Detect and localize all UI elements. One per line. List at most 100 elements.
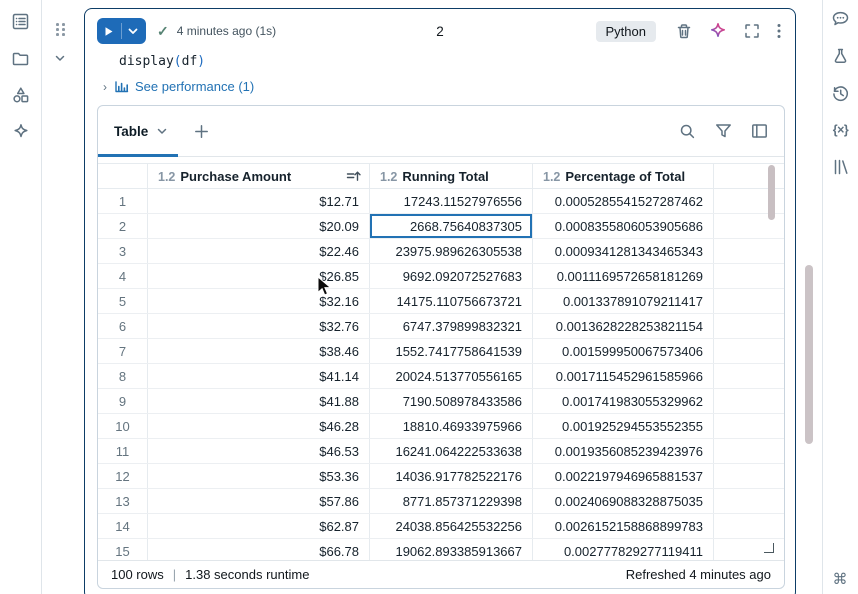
table-cell[interactable]: 17243.11527976556: [370, 189, 533, 213]
variables-icon[interactable]: {×}: [832, 123, 849, 137]
row-number[interactable]: 1: [98, 189, 148, 213]
row-number[interactable]: 8: [98, 364, 148, 388]
table-cell[interactable]: 0.0005285541527287462: [533, 189, 714, 213]
row-number[interactable]: 11: [98, 439, 148, 463]
right-sidebar: {×}: [822, 0, 858, 594]
shapes-icon[interactable]: [11, 85, 31, 105]
expand-performance-chevron-icon[interactable]: ›: [103, 79, 107, 94]
table-cell[interactable]: 19062.893385913667: [370, 539, 533, 562]
table-cell[interactable]: 0.0022197946965881537: [533, 464, 714, 488]
see-performance-link[interactable]: See performance (1): [114, 79, 254, 94]
table-cell[interactable]: 0.0008355806053905686: [533, 214, 714, 238]
add-visualization-button[interactable]: [194, 124, 209, 139]
table-cell[interactable]: $26.85: [148, 264, 370, 288]
table-cell[interactable]: 7190.508978433586: [370, 389, 533, 413]
table-cell[interactable]: 0.0026152158868899783: [533, 514, 714, 538]
table-cell[interactable]: 14036.917782522176: [370, 464, 533, 488]
table-cell[interactable]: 0.001741983055329962: [533, 389, 714, 413]
table-row: 11 $46.53 16241.064222533638 0.001935608523…: [98, 439, 784, 464]
table-cell[interactable]: $46.53: [148, 439, 370, 463]
table-cell[interactable]: 24038.856425532256: [370, 514, 533, 538]
table-cell[interactable]: 2668.75640837305: [370, 214, 533, 238]
table-cell[interactable]: $46.28: [148, 414, 370, 438]
column-header[interactable]: 1.2 Purchase Amount: [148, 164, 370, 188]
collapse-cell-chevron-icon[interactable]: [53, 51, 67, 65]
workspace-icon[interactable]: [11, 11, 31, 31]
library-icon[interactable]: [831, 157, 851, 177]
table-cell[interactable]: 0.0019356085239423976: [533, 439, 714, 463]
language-selector[interactable]: Python: [595, 20, 656, 42]
row-number[interactable]: 9: [98, 389, 148, 413]
tab-table[interactable]: Table: [114, 124, 168, 139]
table-cell[interactable]: $32.16: [148, 289, 370, 313]
resize-handle[interactable]: [764, 543, 774, 553]
table-cell[interactable]: $12.71: [148, 189, 370, 213]
numeric-type-icon: 1.2: [543, 169, 561, 184]
sparkle-icon[interactable]: [11, 122, 31, 142]
table-cell[interactable]: $41.14: [148, 364, 370, 388]
table-cell[interactable]: 0.001337891079211417: [533, 289, 714, 313]
table-cell[interactable]: 16241.064222533638: [370, 439, 533, 463]
table-cell[interactable]: 0.0013628228253821154: [533, 314, 714, 338]
side-panel-icon[interactable]: [751, 123, 768, 139]
table-cell[interactable]: $38.46: [148, 339, 370, 363]
table-cell[interactable]: 0.0017115452961585966: [533, 364, 714, 388]
table-cell[interactable]: 0.0011169572658181269: [533, 264, 714, 288]
delete-cell-icon[interactable]: [676, 23, 692, 40]
table-cell[interactable]: 18810.46933975966: [370, 414, 533, 438]
table-cell[interactable]: 23975.989626305538: [370, 239, 533, 263]
table-cell[interactable]: $66.78: [148, 539, 370, 562]
run-cell-button[interactable]: [97, 18, 146, 44]
table-cell[interactable]: 8771.857371229398: [370, 489, 533, 513]
table-cell[interactable]: 1552.7417758641539: [370, 339, 533, 363]
footer-separator: |: [172, 567, 177, 582]
history-icon[interactable]: [831, 83, 851, 103]
drag-handle-icon[interactable]: [54, 22, 67, 37]
code-editor-line[interactable]: display(df): [119, 54, 205, 69]
command-icon[interactable]: ⌘: [832, 571, 848, 588]
table-cell[interactable]: $62.87: [148, 514, 370, 538]
play-icon[interactable]: [97, 23, 122, 39]
row-number[interactable]: 12: [98, 464, 148, 488]
table-cell[interactable]: 0.001599950067573406: [533, 339, 714, 363]
row-number[interactable]: 15: [98, 539, 148, 562]
table-cell[interactable]: 14175.110756673721: [370, 289, 533, 313]
row-number[interactable]: 14: [98, 514, 148, 538]
row-number[interactable]: 4: [98, 264, 148, 288]
table-cell[interactable]: 0.0009341281343465343: [533, 239, 714, 263]
row-number[interactable]: 7: [98, 339, 148, 363]
row-number[interactable]: 2: [98, 214, 148, 238]
experiments-icon[interactable]: [831, 46, 851, 66]
table-cell[interactable]: 20024.513770556165: [370, 364, 533, 388]
table-cell[interactable]: $22.46: [148, 239, 370, 263]
row-number[interactable]: 3: [98, 239, 148, 263]
column-header[interactable]: 1.2 Percentage of Total: [533, 164, 714, 188]
table-scrollbar[interactable]: [768, 165, 775, 220]
comments-icon[interactable]: [831, 9, 851, 29]
table-cell[interactable]: 0.001925294553552355: [533, 414, 714, 438]
search-icon[interactable]: [679, 123, 696, 140]
header-corner[interactable]: [98, 164, 148, 188]
row-number[interactable]: 5: [98, 289, 148, 313]
table-cell[interactable]: 0.002777829277119411: [533, 539, 714, 562]
row-number[interactable]: 13: [98, 489, 148, 513]
table-cell[interactable]: 0.0024069088328875035: [533, 489, 714, 513]
column-header[interactable]: 1.2 Running Total: [370, 164, 533, 188]
expand-cell-icon[interactable]: [744, 23, 760, 39]
row-number[interactable]: 6: [98, 314, 148, 338]
run-options-chevron-icon[interactable]: [122, 28, 144, 35]
table-cell[interactable]: $53.36: [148, 464, 370, 488]
table-cell[interactable]: $57.86: [148, 489, 370, 513]
row-filler: [714, 414, 784, 438]
row-number[interactable]: 10: [98, 414, 148, 438]
table-cell[interactable]: $20.09: [148, 214, 370, 238]
table-cell[interactable]: $32.76: [148, 314, 370, 338]
cell-menu-kebab-icon[interactable]: [777, 23, 781, 39]
page-scrollbar[interactable]: [805, 265, 813, 444]
table-cell[interactable]: 6747.379899832321: [370, 314, 533, 338]
table-cell[interactable]: 9692.092072527683: [370, 264, 533, 288]
folder-icon[interactable]: [11, 48, 31, 68]
filter-icon[interactable]: [715, 123, 732, 139]
assistant-sparkle-icon[interactable]: [709, 22, 727, 40]
table-cell[interactable]: $41.88: [148, 389, 370, 413]
